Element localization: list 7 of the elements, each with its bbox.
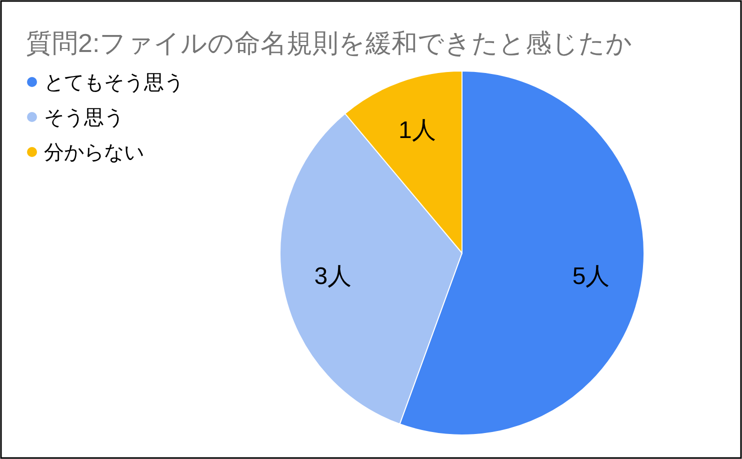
data-label: 3人	[314, 262, 352, 290]
data-label: 5人	[572, 262, 610, 290]
legend-label: そう思う	[44, 107, 124, 129]
legend-label: とてもそう思う	[44, 72, 184, 94]
data-label: 1人	[398, 116, 436, 144]
legend-label: 分からない	[44, 142, 144, 164]
chart-title: 質問2:ファイルの命名規則を緩和できたと感じたか	[26, 28, 633, 58]
